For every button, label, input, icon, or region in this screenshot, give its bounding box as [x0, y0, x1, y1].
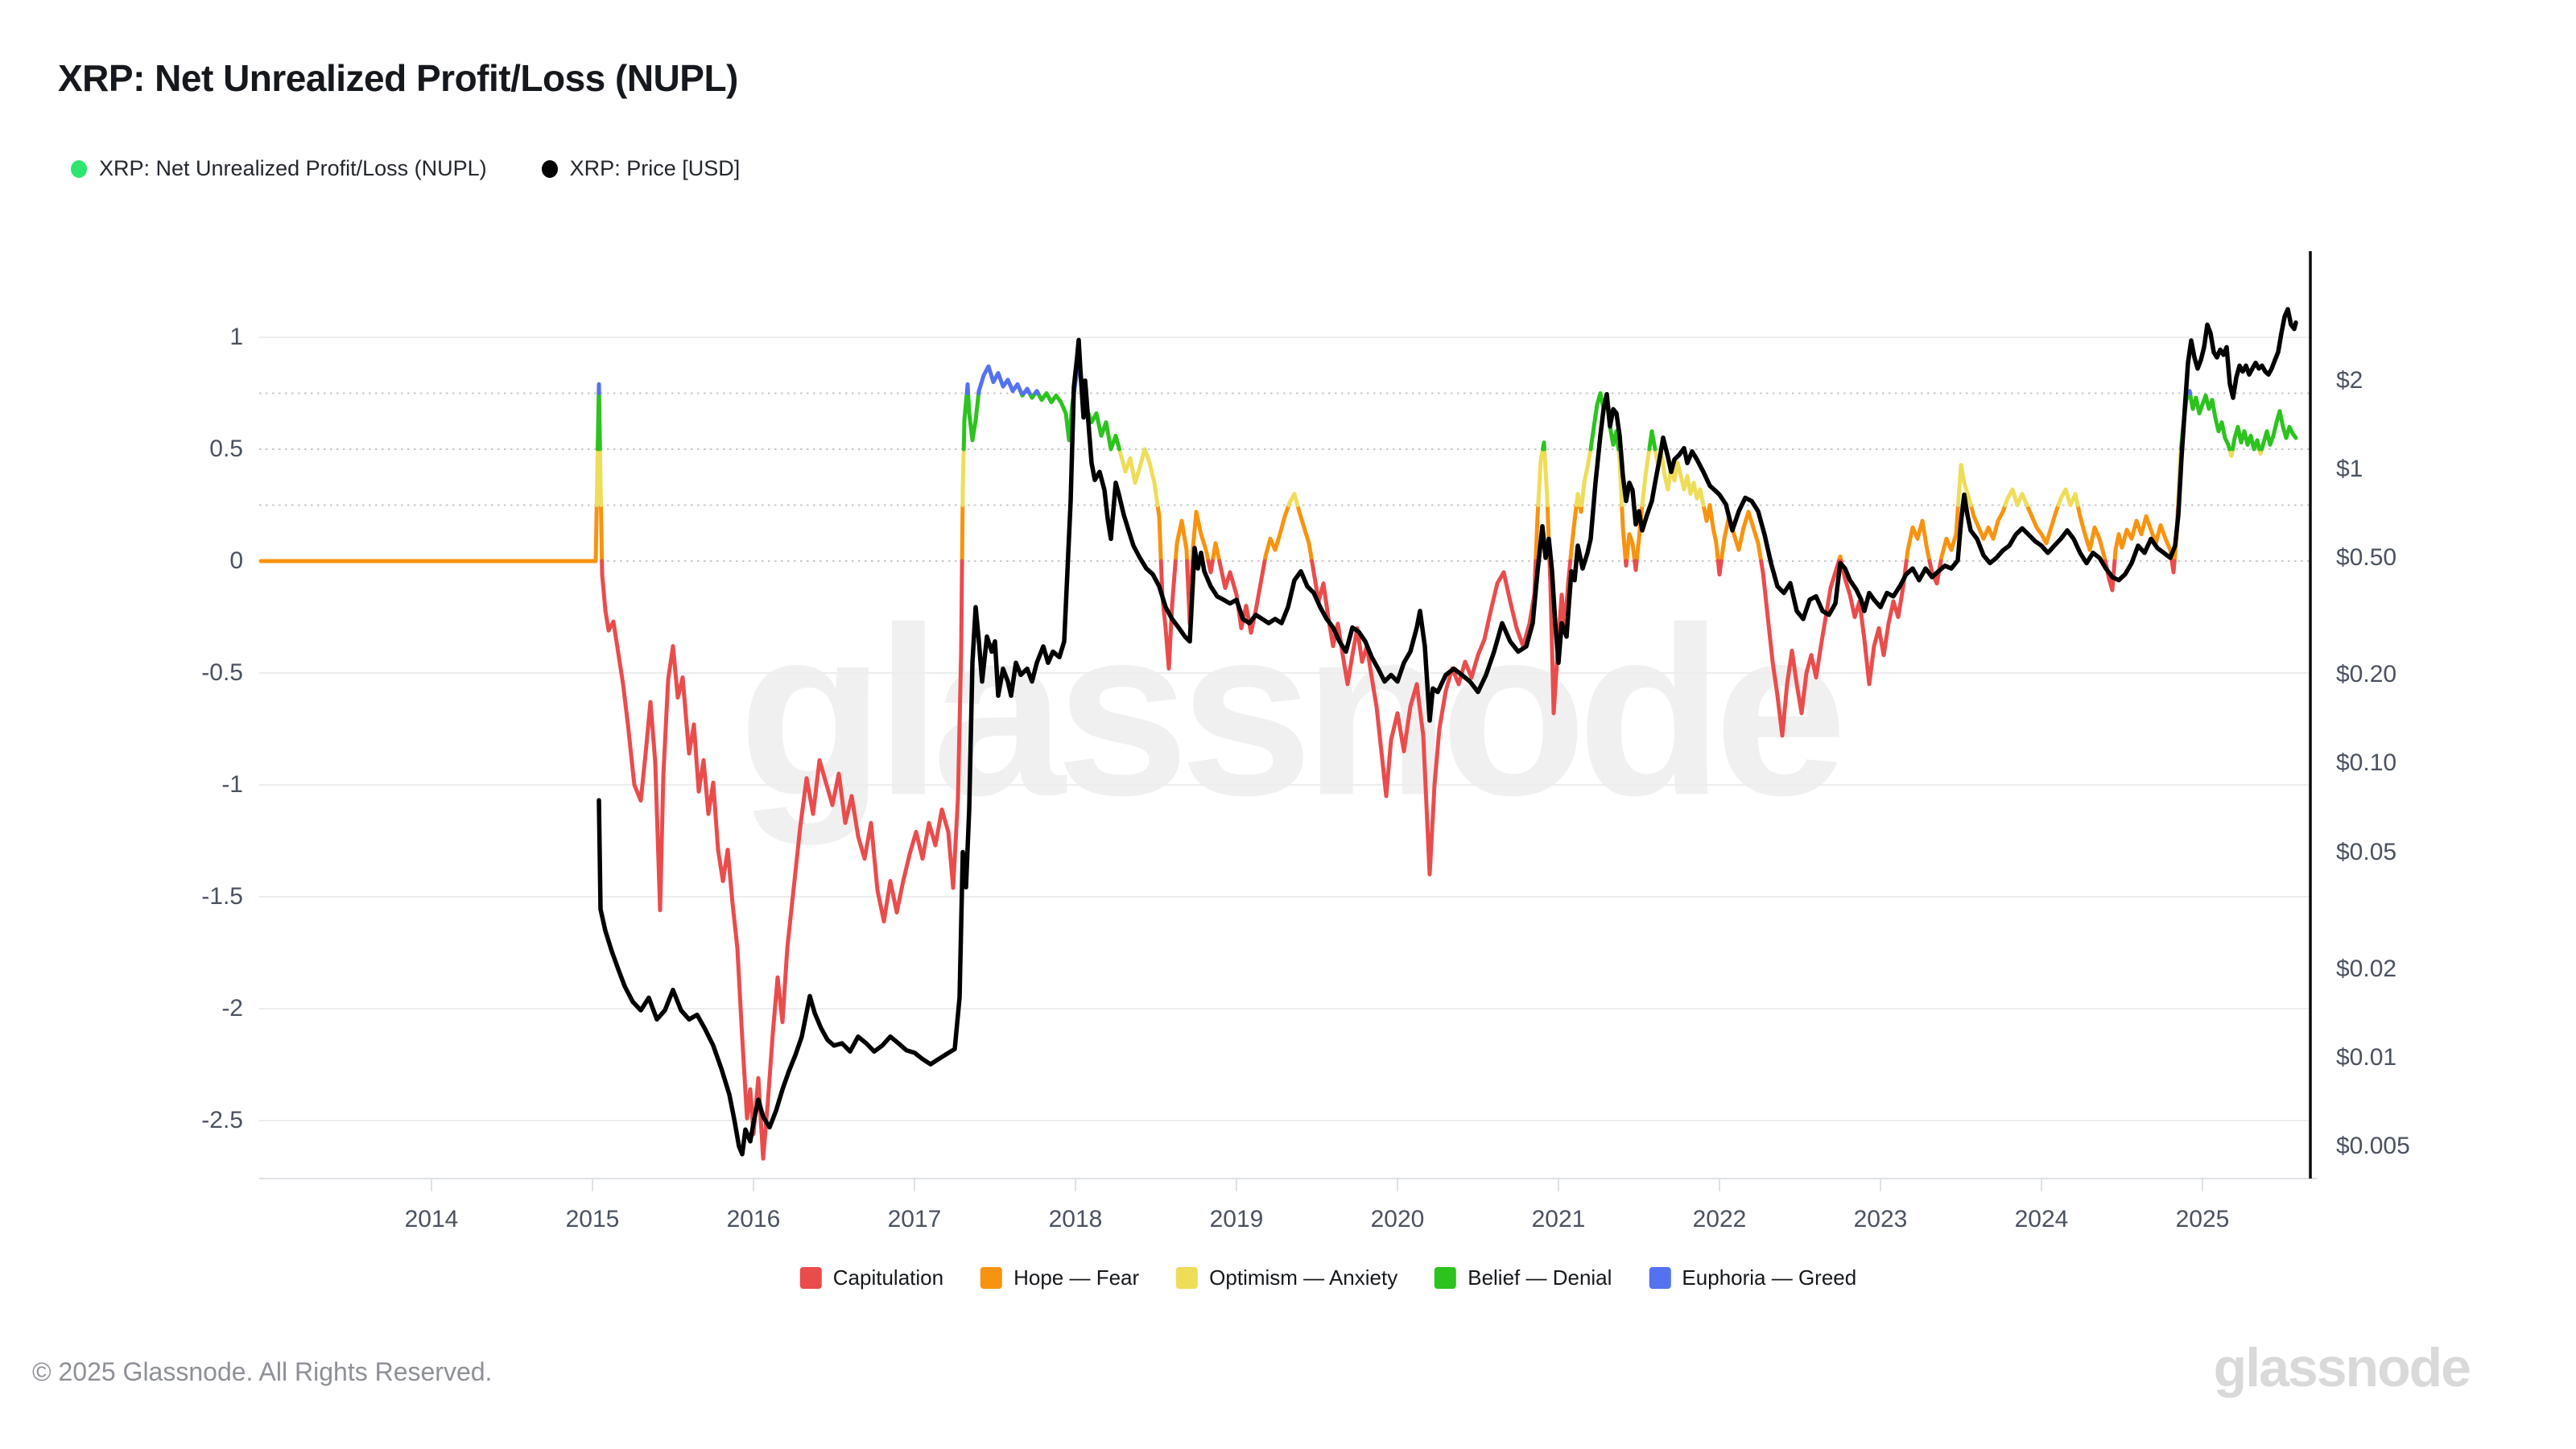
nupl-series-label: XRP: Net Unrealized Profit/Loss (NUPL) — [99, 156, 487, 180]
x-tick-label: 2024 — [2014, 1206, 2069, 1232]
belief-denial-swatch-icon — [1435, 1267, 1457, 1289]
right-tick-label: $0.02 — [2336, 955, 2397, 982]
hope-fear-swatch-icon — [980, 1267, 1003, 1289]
nupl-line-segment — [596, 391, 2298, 452]
price-series-dot-icon — [541, 159, 558, 178]
right-tick-label: $0.20 — [2336, 661, 2397, 688]
left-axis-ticks: 1 0.5 0 -0.5 -1 -1.5 -2 -2.5 — [0, 0, 243, 1449]
nupl-line-segment — [600, 559, 2177, 1161]
euphoria-greed-label: Euphoria — Greed — [1682, 1265, 1857, 1290]
x-tick-label: 2015 — [565, 1206, 620, 1232]
right-tick-label: $0.10 — [2336, 749, 2397, 777]
band-item-hope-fear[interactable]: Hope — Fear — [980, 1265, 1139, 1290]
page-title: XRP: Net Unrealized Profit/Loss (NUPL) — [58, 57, 738, 99]
glassnode-logo: glassnode — [2213, 1337, 2471, 1398]
euphoria-greed-swatch-icon — [1649, 1267, 1671, 1289]
band-item-belief-denial[interactable]: Belief — Denial — [1435, 1265, 1612, 1290]
left-tick-label: -1.5 — [201, 883, 243, 910]
left-tick-label: -2 — [221, 995, 243, 1022]
left-tick-label: -0.5 — [201, 659, 243, 686]
x-tick-label: 2023 — [1853, 1206, 1908, 1232]
nupl-line-segment — [258, 503, 2181, 564]
legend-item-nupl[interactable]: XRP: Net Unrealized Profit/Loss (NUPL) — [71, 156, 487, 181]
right-tick-label: $0.005 — [2336, 1133, 2410, 1159]
band-item-capitulation[interactable]: Capitulation — [799, 1265, 944, 1290]
x-tick-label: 2025 — [2175, 1206, 2230, 1232]
right-tick-label: $0.01 — [2336, 1043, 2397, 1071]
price-series-label: XRP: Price [USD] — [569, 156, 741, 180]
legend-item-price[interactable]: XRP: Price [USD] — [541, 156, 741, 181]
optimism-anxiety-label: Optimism — Anxiety — [1209, 1265, 1398, 1290]
left-tick-label: 0.5 — [209, 436, 243, 462]
series-legend: XRP: Net Unrealized Profit/Loss (NUPL) X… — [71, 156, 740, 181]
band-legend: Capitulation Hope — Fear Optimism — Anxi… — [799, 1265, 1856, 1290]
left-tick-label: -2.5 — [201, 1107, 243, 1133]
x-axis-ticks: 2014 2015 2016 2017 2018 2019 2020 2021 2022 2023… — [0, 1206, 2576, 1254]
nupl-series-dot-icon — [71, 159, 87, 178]
nupl-line-segment — [597, 361, 2192, 395]
x-tick-label: 2017 — [887, 1206, 942, 1232]
x-tick-label: 2016 — [726, 1206, 781, 1232]
band-item-euphoria-greed[interactable]: Euphoria — Greed — [1649, 1265, 1856, 1290]
x-tick-label: 2014 — [404, 1206, 459, 1232]
capitulation-swatch-icon — [799, 1267, 822, 1289]
x-tick-label: 2022 — [1692, 1206, 1747, 1232]
x-tick-label: 2020 — [1370, 1206, 1425, 1232]
left-tick-label: -1 — [221, 771, 243, 798]
x-tick-label: 2018 — [1048, 1206, 1103, 1232]
right-tick-label: $0.05 — [2336, 838, 2397, 865]
copyright-text: © 2025 Glassnode. All Rights Reserved. — [32, 1357, 493, 1386]
optimism-anxiety-swatch-icon — [1176, 1267, 1199, 1289]
price-line — [597, 307, 2298, 1157]
right-tick-label: $1 — [2336, 455, 2363, 482]
band-item-optimism-anxiety[interactable]: Optimism — Anxiety — [1176, 1265, 1397, 1290]
belief-denial-label: Belief — Denial — [1468, 1265, 1612, 1290]
right-tick-label: $0.50 — [2336, 544, 2397, 571]
right-axis-ticks: $2 $1 $0.50 $0.20 $0.10 $0.05 $0.02 $0.01 $0.005 — [2336, 0, 2576, 1449]
hope-fear-label: Hope — Fear — [1013, 1265, 1140, 1290]
capitulation-label: Capitulation — [832, 1265, 944, 1290]
left-tick-label: 1 — [229, 324, 243, 350]
left-tick-label: 0 — [229, 547, 243, 574]
right-tick-label: $2 — [2336, 366, 2363, 394]
x-tick-label: 2019 — [1209, 1206, 1264, 1232]
x-tick-label: 2021 — [1531, 1206, 1586, 1232]
nupl-line-segment — [594, 447, 2264, 507]
